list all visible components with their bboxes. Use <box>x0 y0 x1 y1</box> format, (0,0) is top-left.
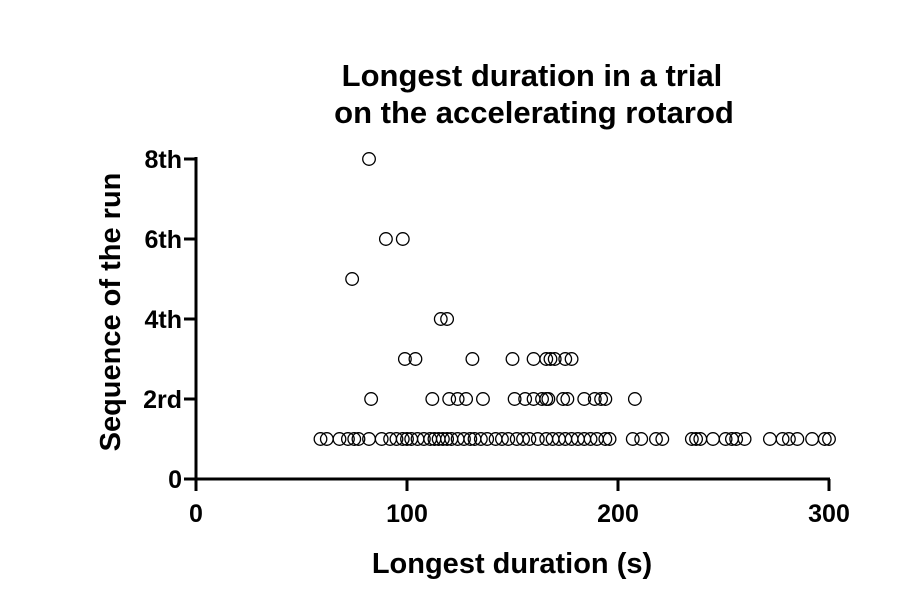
data-point <box>822 432 836 446</box>
data-point <box>594 392 609 406</box>
data-point <box>362 152 376 166</box>
data-point <box>762 432 777 446</box>
data-point <box>535 392 549 406</box>
data-point <box>332 432 347 446</box>
data-point <box>587 392 602 406</box>
data-point <box>378 232 393 246</box>
data-point <box>689 432 704 446</box>
data-point <box>425 392 440 406</box>
data-point <box>505 352 520 366</box>
data-point <box>351 432 366 446</box>
data-point <box>530 432 545 446</box>
data-point <box>457 432 471 446</box>
data-point <box>518 392 533 406</box>
data-point <box>389 432 404 446</box>
data-point <box>340 432 355 446</box>
data-point <box>817 432 832 446</box>
data-point <box>790 432 805 446</box>
data-point <box>433 312 448 326</box>
data-point <box>577 392 592 406</box>
data-point <box>598 432 613 446</box>
data-point <box>345 272 360 286</box>
data-point <box>440 312 455 326</box>
data-point <box>556 392 571 406</box>
data-point <box>313 432 328 446</box>
x-axis-ticks: 0 100 200 300 <box>189 479 850 528</box>
data-point <box>440 432 455 446</box>
x-tick-label: 100 <box>386 500 428 528</box>
data-point <box>526 352 541 366</box>
data-point <box>547 352 562 366</box>
data-point <box>541 392 556 406</box>
x-tick-label: 200 <box>597 500 639 528</box>
data-point <box>463 432 478 446</box>
data-point <box>522 432 537 446</box>
data-point <box>649 432 663 446</box>
data-point <box>347 432 362 446</box>
data-point <box>459 392 474 406</box>
data-point <box>507 392 522 406</box>
data-point <box>602 432 617 446</box>
data-point <box>634 432 649 446</box>
data-point <box>729 432 744 446</box>
data-point <box>395 232 410 246</box>
x-tick-label: 300 <box>808 500 850 528</box>
data-point <box>435 432 450 446</box>
y-axis-label: Sequence of the run <box>95 173 127 452</box>
data-point <box>598 392 613 406</box>
data-point <box>397 352 412 366</box>
data-point <box>781 432 796 446</box>
data-point <box>400 432 414 446</box>
y-tick-label: 2rd <box>143 386 182 414</box>
data-point <box>539 352 554 366</box>
data-point <box>408 352 423 366</box>
data-point <box>706 432 720 446</box>
data-point <box>395 432 410 446</box>
data-points <box>313 152 836 446</box>
data-point <box>655 432 670 446</box>
data-point <box>374 432 389 446</box>
data-point <box>558 352 573 366</box>
data-point <box>718 432 733 446</box>
data-point <box>627 392 642 406</box>
data-point <box>583 432 598 446</box>
chart-title-line-1: Longest duration in a trial <box>342 58 723 93</box>
data-point <box>560 392 575 406</box>
data-point <box>501 432 516 446</box>
data-point <box>450 392 465 406</box>
data-point <box>625 432 640 446</box>
data-point <box>416 432 431 446</box>
data-point <box>775 432 790 446</box>
x-tick-label: 0 <box>189 500 203 528</box>
data-point <box>516 432 531 446</box>
y-tick-label: 8th <box>145 146 183 174</box>
data-point <box>476 392 490 406</box>
y-tick-label: 0 <box>168 466 182 494</box>
y-tick-label: 6th <box>145 226 183 254</box>
data-point <box>684 432 699 446</box>
y-axis-ticks: 0 2rd 4th 6th 8th <box>143 146 196 494</box>
data-point <box>442 392 457 406</box>
data-point <box>495 432 509 446</box>
y-tick-label: 4th <box>145 306 183 334</box>
data-point <box>480 432 495 446</box>
data-point <box>737 432 752 446</box>
data-point <box>465 352 480 366</box>
data-point <box>564 352 579 366</box>
x-axis-label: Longest duration (s) <box>372 548 652 580</box>
data-point <box>364 392 379 406</box>
chart-title-line-2: on the accelerating rotarod <box>334 95 734 130</box>
data-point <box>473 432 488 446</box>
data-point <box>805 432 820 446</box>
data-point <box>543 352 558 366</box>
